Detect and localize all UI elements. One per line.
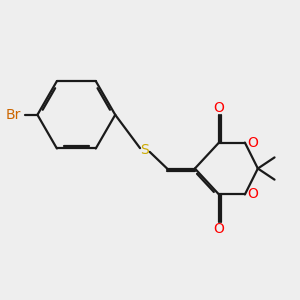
Text: O: O: [214, 101, 224, 115]
Text: S: S: [140, 143, 149, 157]
Text: Br: Br: [5, 108, 21, 122]
Text: O: O: [248, 136, 259, 150]
Text: O: O: [214, 222, 224, 236]
Text: O: O: [248, 188, 259, 202]
